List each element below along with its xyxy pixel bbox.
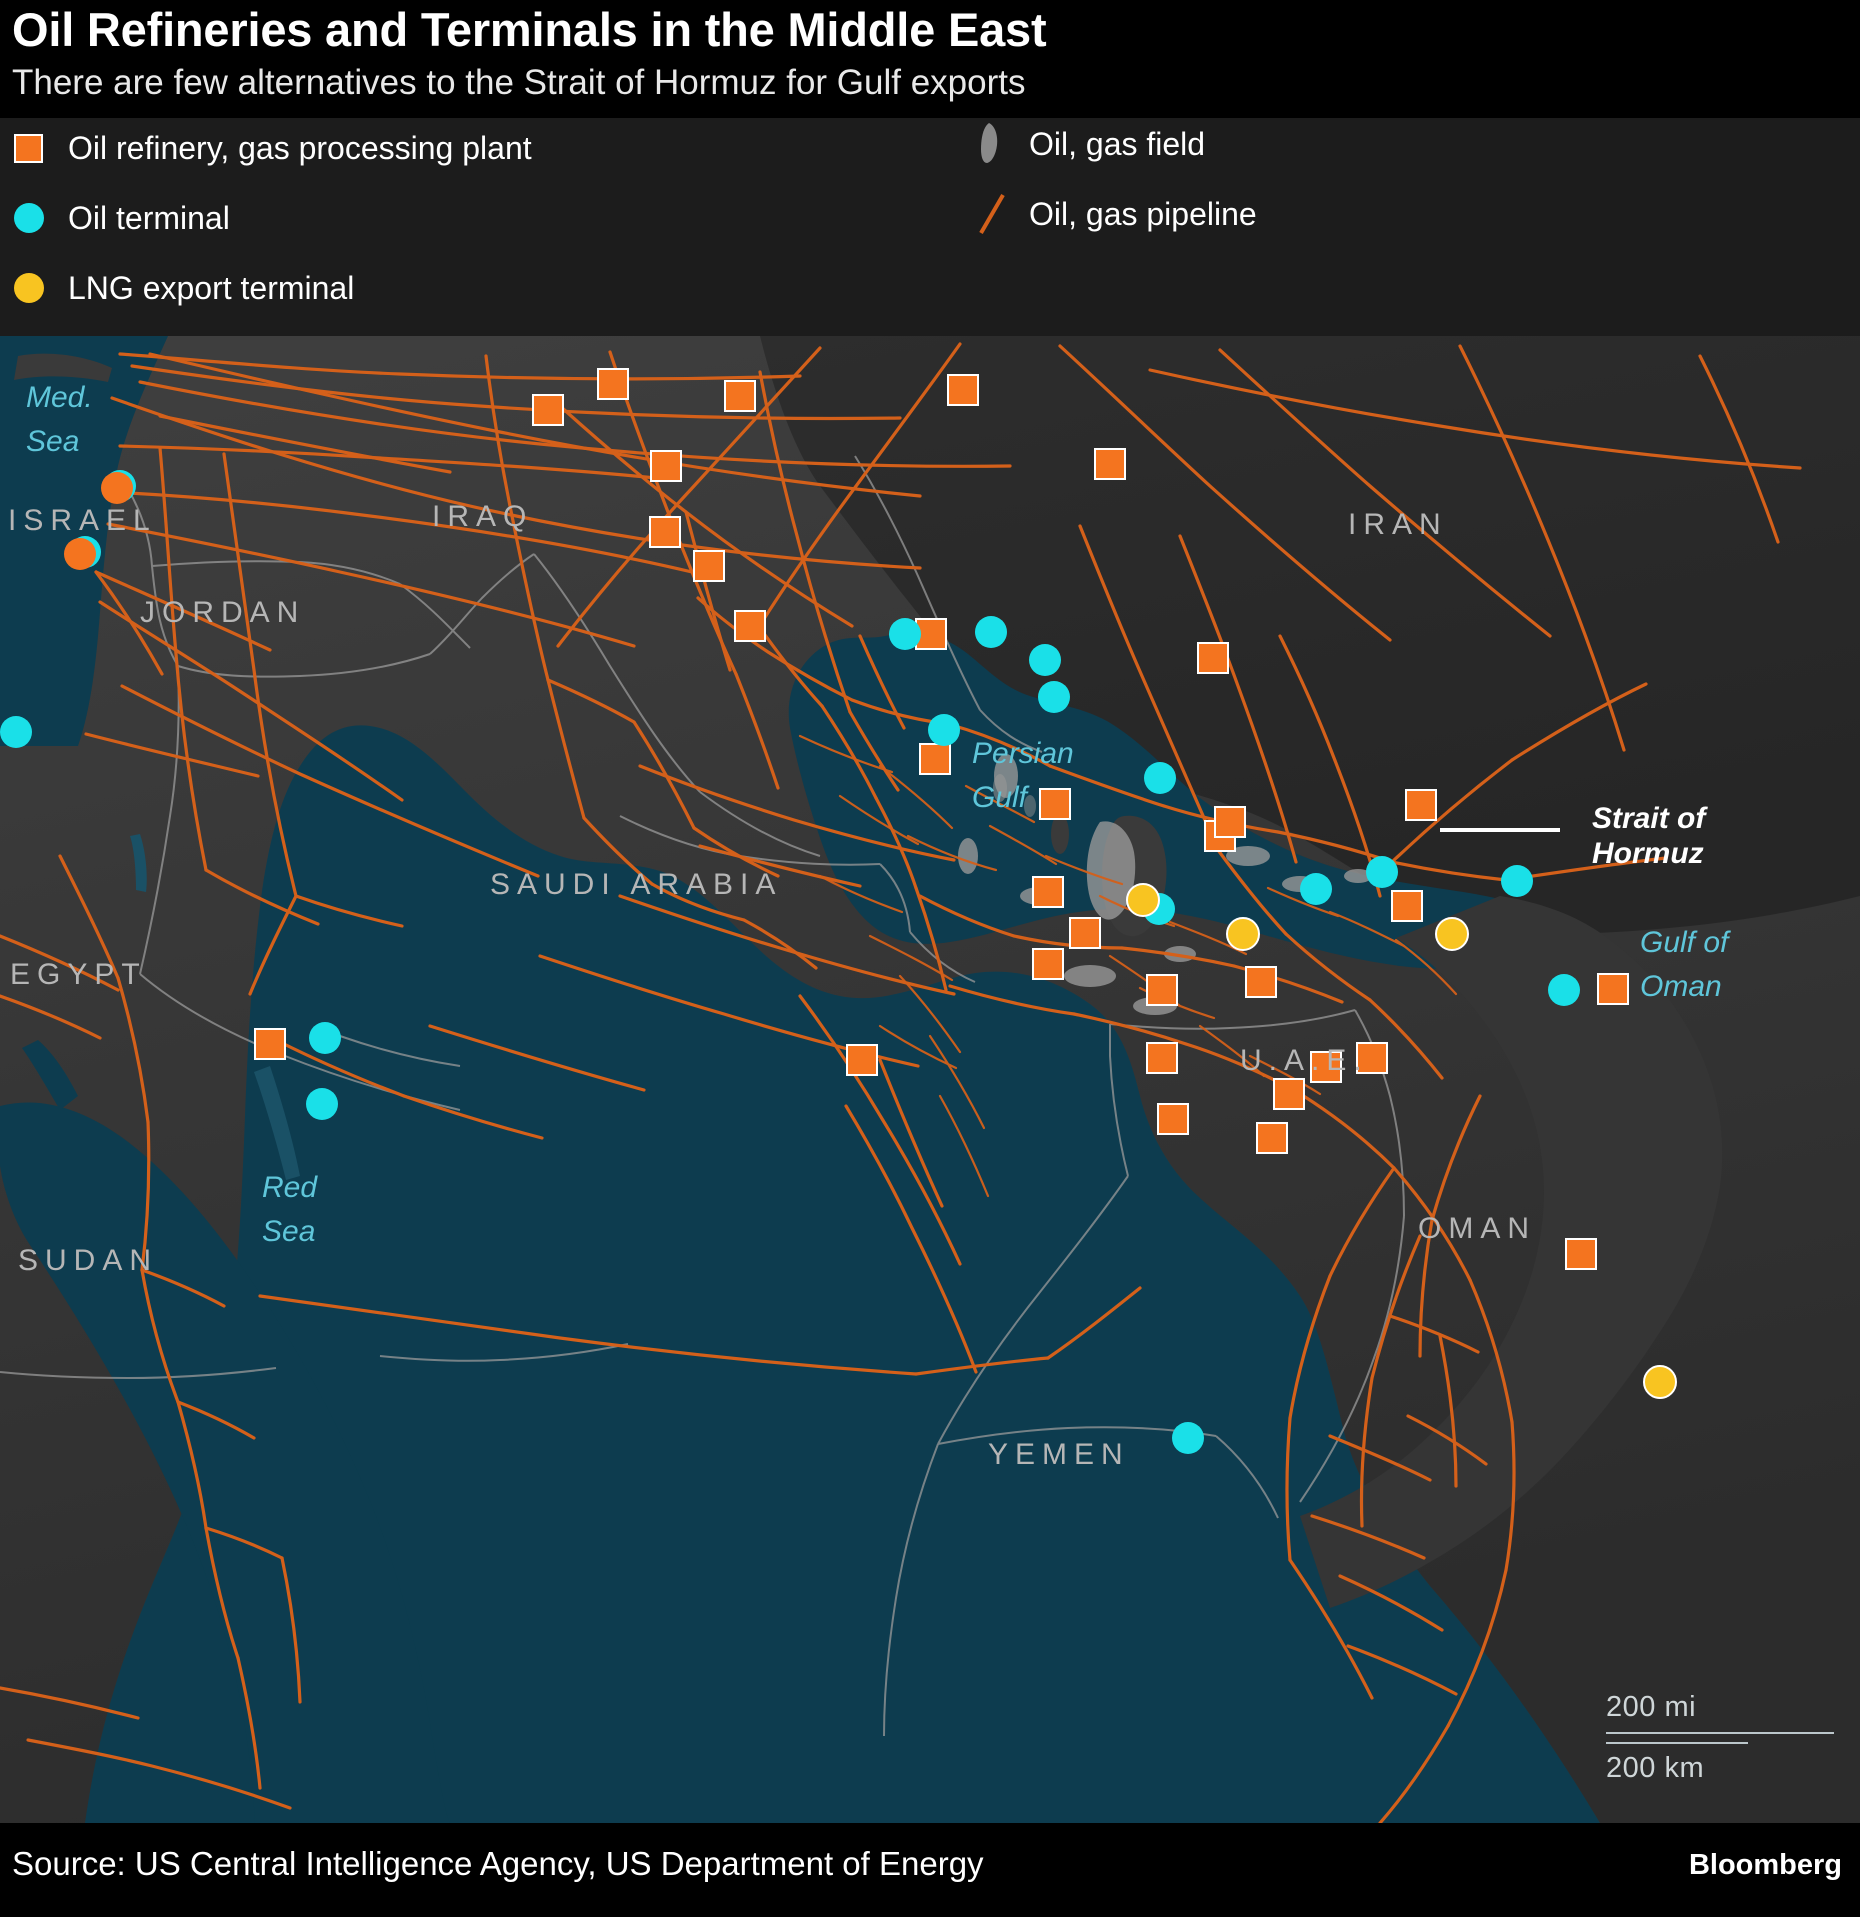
marker-oil-refinery[interactable] — [1039, 788, 1071, 820]
marker-oil-terminal[interactable] — [309, 1022, 341, 1054]
marker-lng-terminal[interactable] — [1435, 917, 1469, 951]
marker-oil-terminal[interactable] — [1144, 762, 1176, 794]
scale-rule-miles — [1606, 1732, 1834, 1734]
page-title: Oil Refineries and Terminals in the Midd… — [12, 3, 1047, 56]
marker-oil-terminal[interactable] — [1029, 644, 1061, 676]
scale-bar: 200 mi 200 km — [1606, 1691, 1834, 1785]
marker-oil-terminal[interactable] — [1366, 856, 1398, 888]
marker-oil-terminal[interactable] — [1038, 681, 1070, 713]
dead-sea — [130, 834, 147, 892]
marker-oil-refinery[interactable] — [734, 610, 766, 642]
legend-item-oil-gas-pipeline[interactable]: Oil, gas pipeline — [975, 192, 1257, 236]
marker-oil-refinery[interactable] — [1214, 806, 1246, 838]
map-graphics — [0, 336, 1860, 1823]
marker-oil-terminal[interactable] — [1172, 1422, 1204, 1454]
page-subtitle: There are few alternatives to the Strait… — [12, 63, 1026, 102]
legend-item-lng-terminal[interactable]: LNG export terminal — [14, 266, 354, 310]
map-canvas[interactable]: ISRAEL JORDAN IRAQ IRAN EGYPT SAUDI ARABIA U.A… — [0, 336, 1860, 1823]
marker-oil-terminal[interactable] — [928, 714, 960, 746]
marker-oil-refinery[interactable] — [649, 516, 681, 548]
marker-oil-refinery[interactable] — [1094, 448, 1126, 480]
marker-oil-refinery[interactable] — [1310, 1051, 1342, 1083]
marker-oil-refinery[interactable] — [1157, 1103, 1189, 1135]
marker-oil-refinery[interactable] — [947, 374, 979, 406]
marker-oil-refinery[interactable] — [1032, 876, 1064, 908]
marker-oil-refinery[interactable] — [650, 450, 682, 482]
scale-rule-km — [1606, 1742, 1748, 1744]
marker-oil-refinery[interactable] — [1565, 1238, 1597, 1270]
orange-square-icon — [14, 133, 68, 163]
chart-footer: Source: US Central Intelligence Agency, … — [0, 1823, 1860, 1917]
marker-oil-terminal[interactable] — [1300, 873, 1332, 905]
marker-oil-refinery[interactable] — [1273, 1078, 1305, 1110]
marker-oil-refinery[interactable] — [1245, 966, 1277, 998]
marker-oil-terminal[interactable] — [64, 538, 96, 570]
chart-header: Oil Refineries and Terminals in the Midd… — [0, 0, 1860, 132]
bahrain-island — [1051, 814, 1069, 854]
legend-label-oil-gas-pipeline: Oil, gas pipeline — [1029, 196, 1257, 232]
marker-oil-refinery[interactable] — [1146, 974, 1178, 1006]
marker-oil-terminal[interactable] — [1501, 865, 1533, 897]
marker-oil-terminal[interactable] — [306, 1088, 338, 1120]
landmass-iran — [760, 336, 1860, 934]
marker-oil-terminal[interactable] — [1548, 974, 1580, 1006]
legend-label-oil-terminal: Oil terminal — [68, 200, 230, 236]
marker-oil-refinery[interactable] — [597, 368, 629, 400]
marker-lng-terminal[interactable] — [1226, 917, 1260, 951]
marker-oil-refinery[interactable] — [1405, 789, 1437, 821]
bloomberg-logo: Bloomberg — [1688, 1849, 1842, 1881]
gray-blob-icon — [975, 121, 1029, 167]
oil-gas-pipelines — [0, 342, 1802, 1823]
red-sea-water — [0, 1102, 450, 1823]
legend-label-oil-gas-field: Oil, gas field — [1029, 126, 1206, 162]
marker-oil-refinery[interactable] — [724, 380, 756, 412]
map-markers — [0, 368, 1677, 1454]
gulf-of-suez — [22, 1040, 78, 1110]
marker-oil-refinery[interactable] — [1069, 917, 1101, 949]
persian-gulf-water — [788, 632, 1545, 969]
marker-oil-refinery[interactable] — [1256, 1122, 1288, 1154]
marker-oil-refinery[interactable] — [846, 1044, 878, 1076]
legend-item-oil-refinery[interactable]: Oil refinery, gas processing plant — [14, 126, 532, 170]
marker-oil-refinery[interactable] — [1356, 1042, 1388, 1074]
marker-oil-refinery[interactable] — [254, 1028, 286, 1060]
cyprus-island — [14, 353, 112, 382]
marker-lng-terminal[interactable] — [1126, 883, 1160, 917]
marker-oil-terminal[interactable] — [0, 716, 32, 748]
legend-item-oil-terminal[interactable]: Oil terminal — [14, 196, 230, 240]
yellow-circle-icon — [14, 273, 68, 303]
oman-landmass — [1300, 896, 1723, 1608]
marker-oil-refinery[interactable] — [1597, 973, 1629, 1005]
cyan-circle-icon — [14, 203, 68, 233]
orange-line-icon — [975, 191, 1029, 237]
marker-oil-refinery[interactable] — [1032, 948, 1064, 980]
scale-miles-label: 200 mi — [1606, 1691, 1697, 1723]
legend-label-oil-refinery: Oil refinery, gas processing plant — [68, 130, 532, 166]
map-legend: Oil refinery, gas processing plant Oil t… — [0, 118, 1860, 336]
gulf-of-aqaba — [254, 1066, 300, 1180]
legend-item-oil-gas-field[interactable]: Oil, gas field — [975, 122, 1205, 166]
gulf-island-b — [1024, 795, 1036, 817]
legend-label-lng-terminal: LNG export terminal — [68, 270, 355, 306]
marker-oil-terminal[interactable] — [101, 472, 133, 504]
marker-oil-terminal[interactable] — [975, 616, 1007, 648]
oil-gas-fields — [958, 754, 1372, 1015]
marker-oil-refinery[interactable] — [1391, 890, 1423, 922]
source-note: Source: US Central Intelligence Agency, … — [12, 1845, 984, 1882]
marker-oil-terminal[interactable] — [889, 618, 921, 650]
marker-oil-refinery[interactable] — [532, 394, 564, 426]
marker-oil-refinery[interactable] — [693, 550, 725, 582]
marker-oil-refinery[interactable] — [1197, 642, 1229, 674]
scale-km-label: 200 km — [1606, 1752, 1705, 1784]
marker-oil-refinery[interactable] — [919, 743, 951, 775]
marker-lng-terminal[interactable] — [1643, 1365, 1677, 1399]
marker-oil-refinery[interactable] — [1146, 1042, 1178, 1074]
